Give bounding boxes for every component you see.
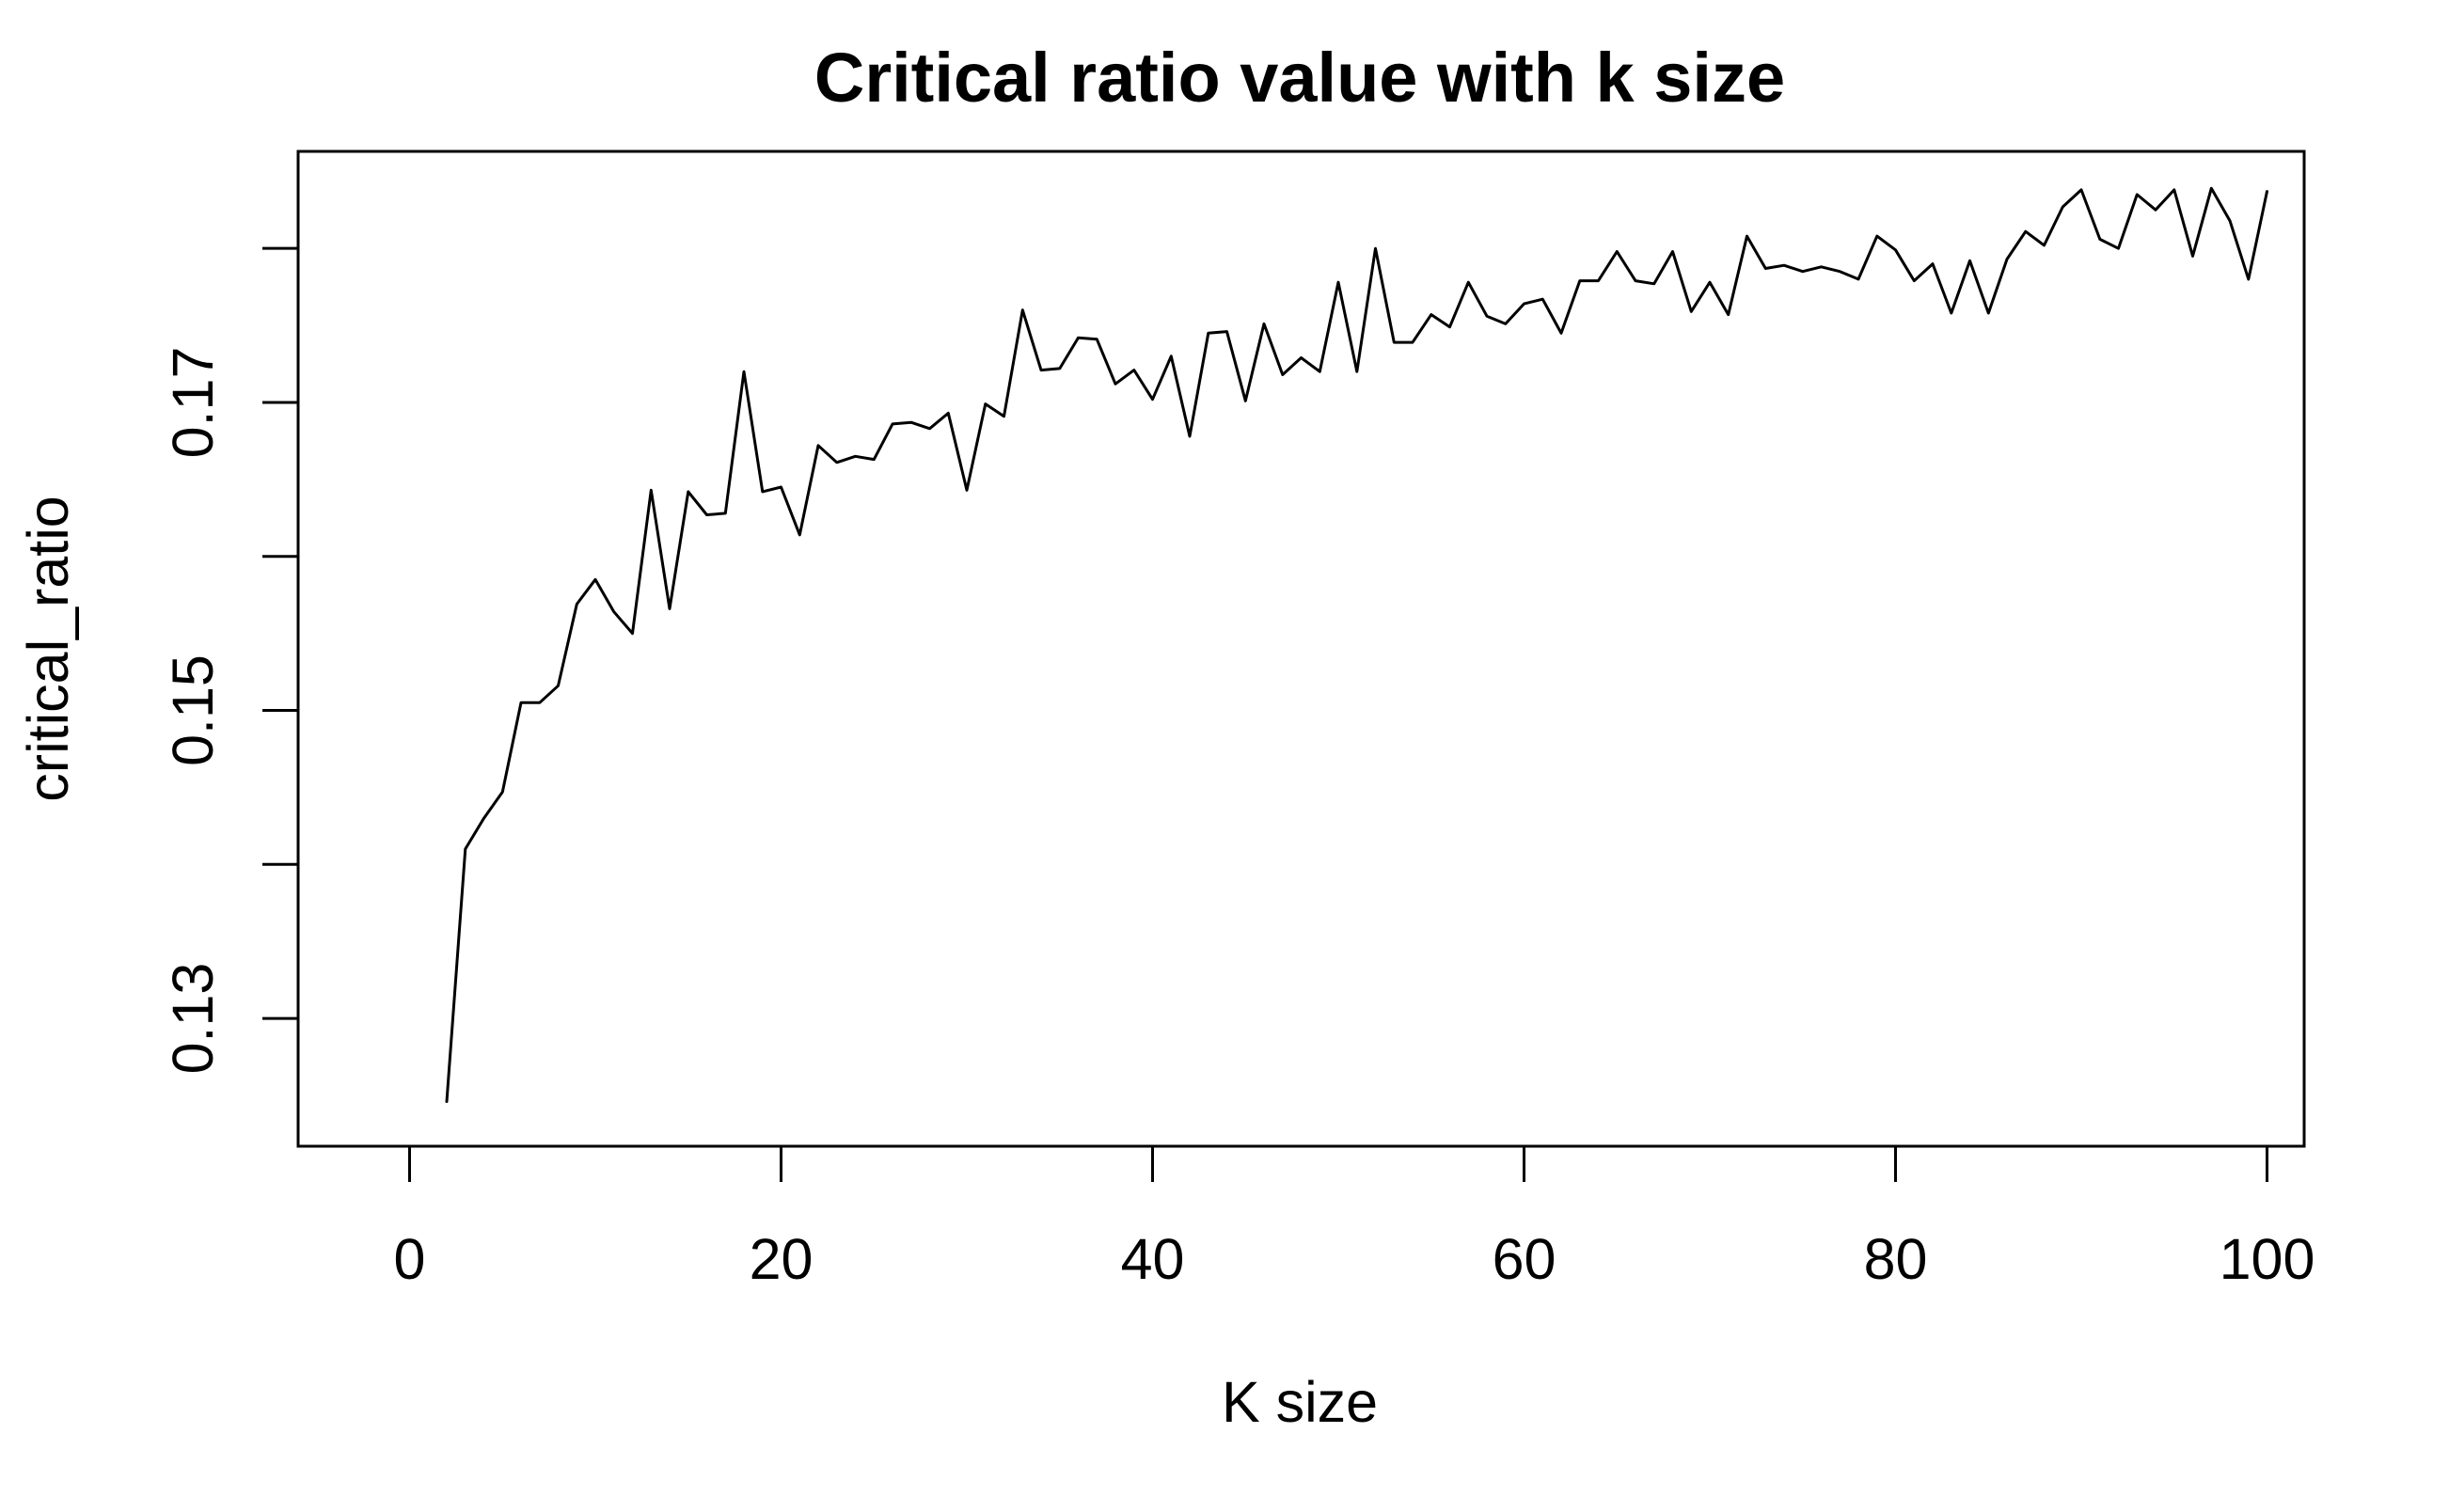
x-tick-label: 60 <box>1493 1227 1556 1291</box>
x-tick-label: 80 <box>1864 1227 1928 1291</box>
x-axis-label: K size <box>1222 1370 1378 1434</box>
x-tick-label: 100 <box>2220 1227 2315 1291</box>
y-tick-label: 0.13 <box>161 963 225 1075</box>
plot-frame <box>296 150 2306 1148</box>
series-line <box>445 186 2268 1103</box>
series-layer <box>445 186 2268 1103</box>
x-tick-label: 20 <box>750 1227 814 1291</box>
y-tick-label: 0.17 <box>161 347 225 459</box>
y-tick-label: 0.15 <box>161 654 225 766</box>
y-axis-label: critical_ratio <box>16 496 80 801</box>
x-tick-label: 40 <box>1121 1227 1185 1291</box>
x-axis: 0 20 40 60 80 100 <box>394 1144 2315 1291</box>
x-tick-label: 0 <box>394 1227 426 1291</box>
y-axis: 0.13 0.15 0.17 <box>161 246 300 1075</box>
chart-title: Critical ratio value with k size <box>814 39 1785 117</box>
